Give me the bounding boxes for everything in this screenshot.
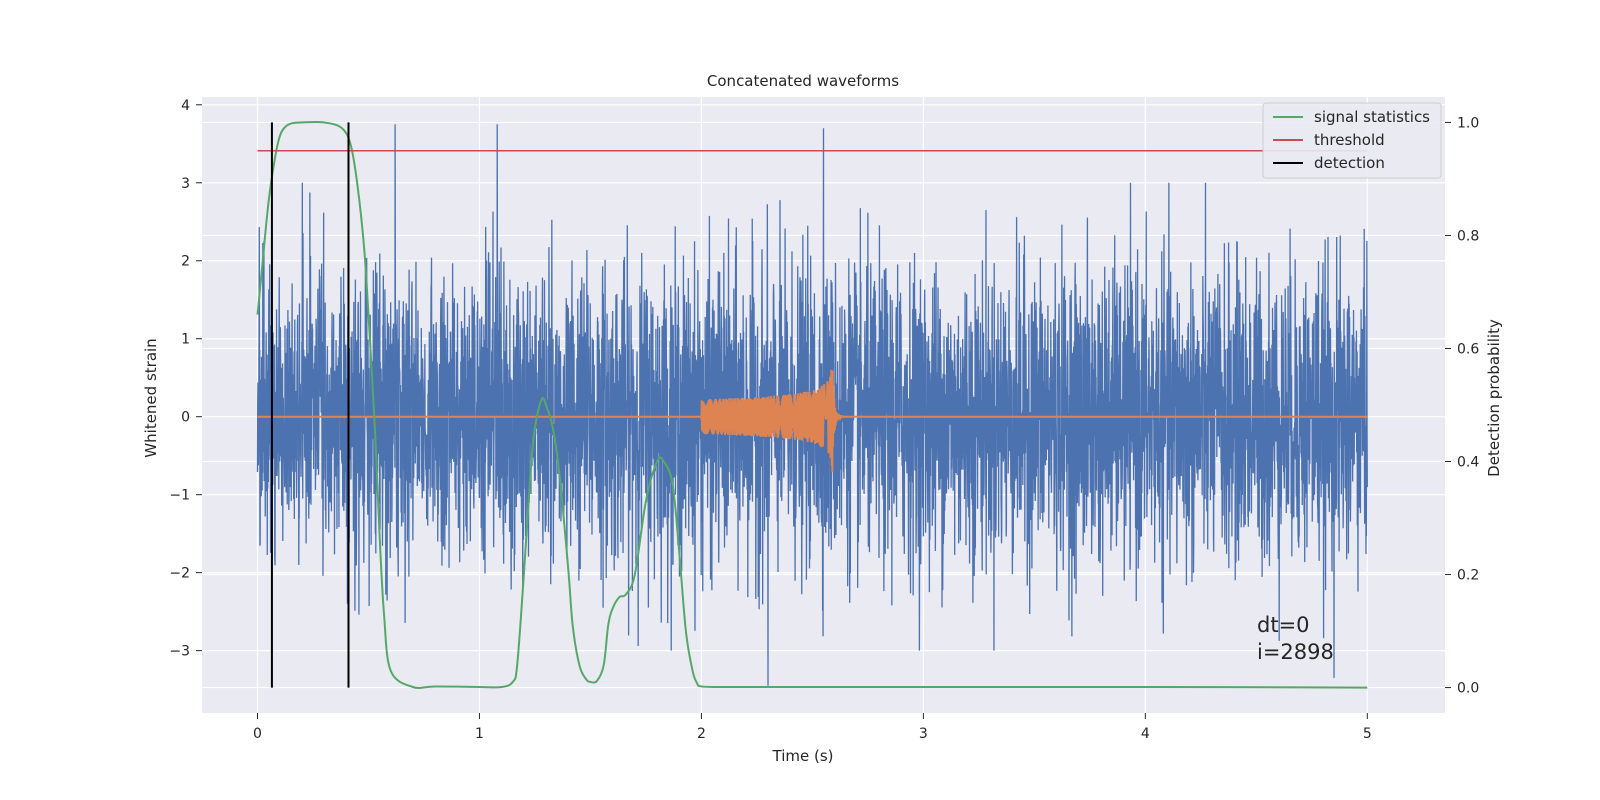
y-right-tick-label: 0.8 — [1457, 228, 1479, 244]
strain-line — [256, 124, 1368, 686]
x-tick-label: 2 — [697, 726, 706, 742]
template-series — [257, 369, 1368, 473]
y-right-tick-label: 0.4 — [1457, 455, 1479, 471]
y-left-tick-label: 0 — [181, 410, 190, 426]
x-tick-label: 1 — [475, 726, 484, 742]
detection-series — [270, 122, 350, 688]
x-tick-label: 4 — [1141, 726, 1150, 742]
legend-label-detection: detection — [1314, 154, 1385, 172]
y-axis-right-label: Detection probability — [1485, 319, 1503, 477]
legend-box — [1262, 102, 1442, 179]
x-axis-label: Time (s) — [772, 747, 834, 765]
annotation-dt: dt=0 — [1257, 613, 1310, 637]
y-right-tick-label: 0.6 — [1457, 341, 1479, 357]
legend-label-threshold: threshold — [1314, 131, 1385, 149]
y-axis-left-label: Whitened strain — [142, 338, 160, 457]
x-tick-label: 5 — [1363, 726, 1372, 742]
axes: 0 1 2 3 4 5 −3 −2 −1 0 1 2 3 4 0.0 0.2 0.4 0.6 0.8 1.0 — [169, 98, 1479, 742]
y-left-tick-label: −1 — [169, 488, 190, 504]
signal-statistics-line — [256, 120, 1368, 690]
template-line — [257, 369, 1368, 473]
y-right-tick-label: 0.2 — [1457, 568, 1479, 584]
y-left-tick-label: 1 — [181, 332, 190, 348]
x-tick-label: 0 — [253, 726, 262, 742]
y-left-tick-label: 3 — [181, 176, 190, 192]
strain-series — [256, 124, 1368, 686]
chart-title: Concatenated waveforms — [707, 72, 899, 90]
y-left-tick-label: 2 — [181, 254, 190, 270]
signal-statistics-series — [256, 120, 1368, 690]
y-left-tick-label: 4 — [181, 98, 190, 114]
y-left-tick-label: −2 — [169, 566, 190, 582]
y-left-tick-label: −3 — [169, 644, 190, 660]
y-right-tick-label: 1.0 — [1457, 115, 1479, 131]
x-tick-label: 3 — [919, 726, 928, 742]
legend: signal statistics threshold detection — [1262, 102, 1442, 179]
legend-label-signal-statistics: signal statistics — [1314, 108, 1430, 126]
annotation-i: i=2898 — [1257, 640, 1334, 664]
y-right-tick-label: 0.0 — [1457, 681, 1479, 697]
